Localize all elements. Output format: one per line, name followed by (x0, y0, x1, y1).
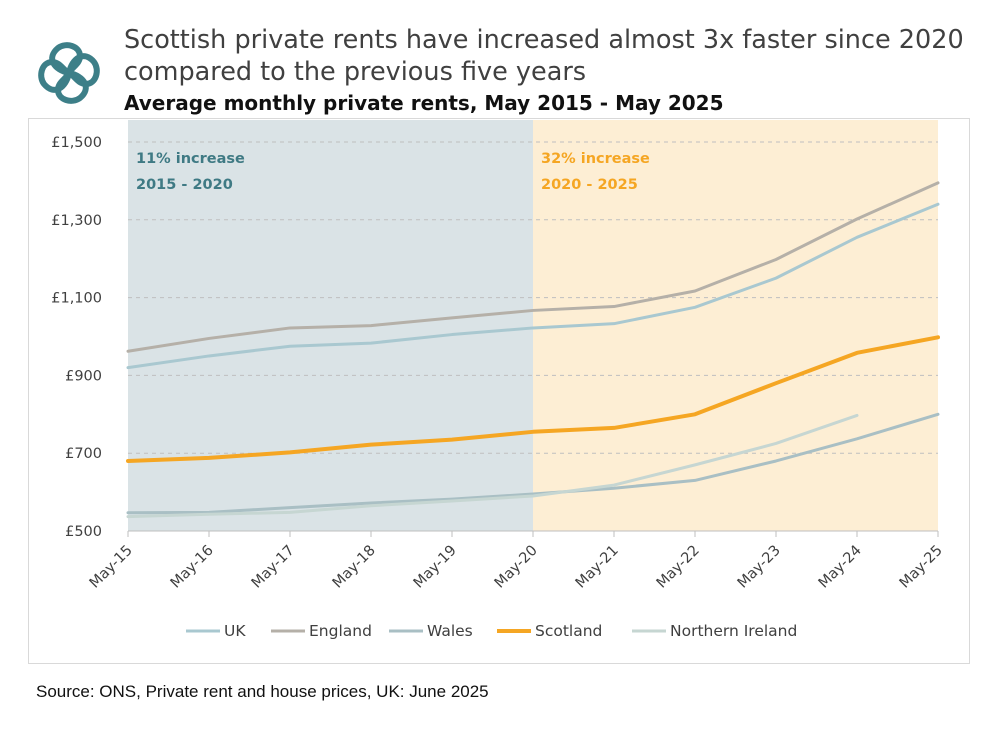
logo-knot-loop (38, 59, 72, 93)
legend-label-northern-ireland: Northern Ireland (670, 622, 797, 640)
chart-frame (28, 118, 970, 664)
period-annotation-2-line1: 32% increase (541, 151, 650, 167)
chart-title: Scottish private rents have increased al… (124, 25, 964, 87)
line-chart: £500 £700 £900 £1,100 £1,300 £1,500 May-15 May… (51, 120, 946, 640)
x-tick-label: May-24 (816, 543, 865, 592)
legend-label-wales: Wales (427, 622, 473, 640)
y-tick-label: £500 (65, 524, 102, 540)
y-tick-label: £700 (65, 446, 102, 462)
logo-icon (38, 42, 100, 104)
logo-knot-loop (66, 53, 100, 87)
x-tick-label: May-17 (249, 543, 298, 592)
legend-label-uk: UK (224, 622, 246, 640)
series-line-wales (126, 412, 940, 515)
period-annotation-2-line2: 2020 - 2025 (541, 177, 638, 193)
x-tick-label: May-22 (654, 543, 703, 592)
x-tick-label: May-19 (411, 543, 460, 592)
x-tick-label: May-23 (735, 543, 784, 592)
series-line-northern-ireland (126, 413, 859, 519)
logo-knot-loop (55, 70, 89, 104)
y-tick-label: £900 (65, 368, 102, 384)
y-tick-label: £1,300 (51, 213, 102, 229)
legend-label-england: England (309, 622, 372, 640)
period-annotation-1-line1: 11% increase (136, 151, 245, 167)
legend-label-scotland: Scotland (535, 622, 602, 640)
x-tick-label: May-21 (573, 543, 622, 592)
series-line-uk (126, 202, 940, 370)
x-tick-label: May-18 (330, 543, 379, 592)
x-tick-label: May-15 (87, 543, 136, 592)
series-line-england (126, 181, 940, 353)
y-tick-label: £1,100 (51, 291, 102, 307)
chart-subtitle: Average monthly private rents, May 2015 … (124, 91, 724, 115)
y-tick-label: £1,500 (51, 135, 102, 151)
x-tick-label: May-20 (492, 543, 541, 592)
x-tick-label: May-25 (897, 543, 946, 592)
series-line-scotland (126, 335, 940, 463)
x-tick-label: May-16 (168, 543, 217, 592)
period-annotation-1-line2: 2015 - 2020 (136, 177, 233, 193)
source-note: Source: ONS, Private rent and house pric… (36, 682, 489, 701)
